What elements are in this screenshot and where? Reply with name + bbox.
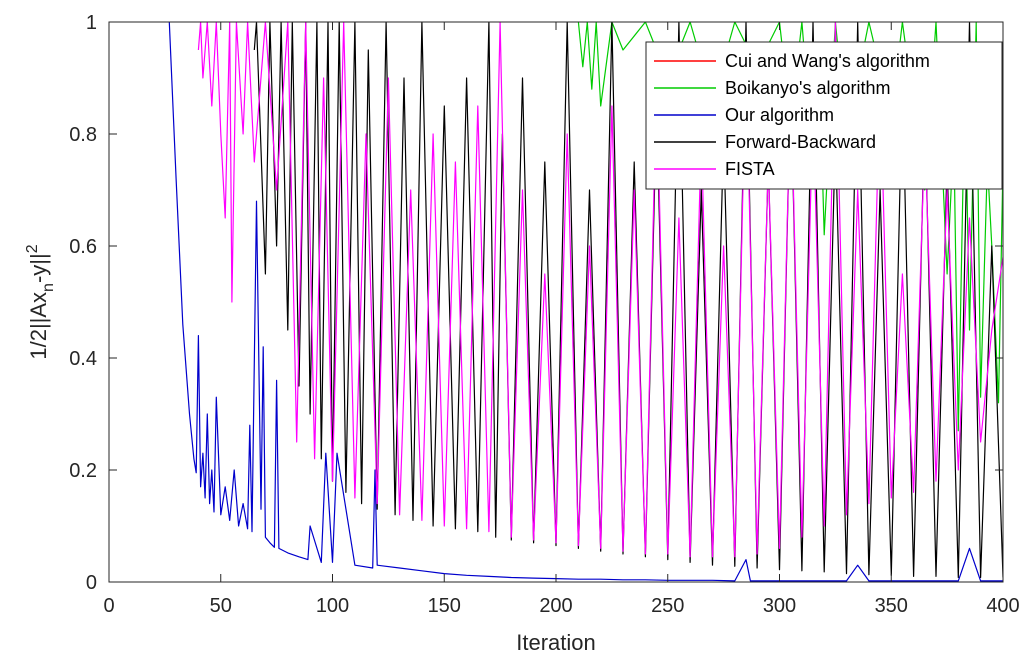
legend-label-0: Cui and Wang's algorithm (725, 51, 930, 71)
x-tick-label: 350 (875, 595, 908, 617)
x-tick-label: 200 (539, 595, 572, 617)
legend: Cui and Wang's algorithm Boikanyo's algor… (645, 41, 1003, 190)
x-tick-label: 150 (428, 595, 461, 617)
y-axis-label: 1/2||Axn-y||2 (24, 244, 57, 359)
y-tick-label: 0.8 (69, 124, 97, 146)
y-tick-label: 0 (86, 572, 97, 594)
y-axis-label-middle: -y|| (26, 253, 51, 283)
y-axis-label-main: 1/2||Ax (26, 292, 51, 360)
legend-label-2: Our algorithm (725, 105, 834, 125)
x-tick-label: 400 (986, 595, 1019, 617)
y-tick-label: 0.6 (69, 236, 97, 258)
x-tick-label: 100 (316, 595, 349, 617)
series-line-4 (197, 22, 1003, 558)
legend-label-1: Boikanyo's algorithm (725, 78, 891, 98)
x-tick-label: 0 (103, 595, 114, 617)
series-line-2 (168, 22, 1003, 582)
x-tick-label: 50 (210, 595, 232, 617)
y-axis-label-subscript: n (40, 283, 57, 292)
legend-label-4: FISTA (725, 159, 775, 179)
x-axis-label: Iteration (516, 630, 596, 655)
y-tick-label: 0.2 (69, 460, 97, 482)
legend-label-3: Forward-Backward (725, 132, 876, 152)
series-layer (168, 22, 1003, 582)
y-tick-label: 0.4 (69, 348, 97, 370)
x-tick-label: 250 (651, 595, 684, 617)
y-axis-label-superscript: 2 (24, 244, 41, 253)
axes-layer: 0 50 100 150 200 250 300 350 400 0 0.2 0.4 0.6 0.8 1 (69, 12, 1020, 617)
x-tick-label: 300 (763, 595, 796, 617)
y-tick-label: 1 (86, 12, 97, 34)
